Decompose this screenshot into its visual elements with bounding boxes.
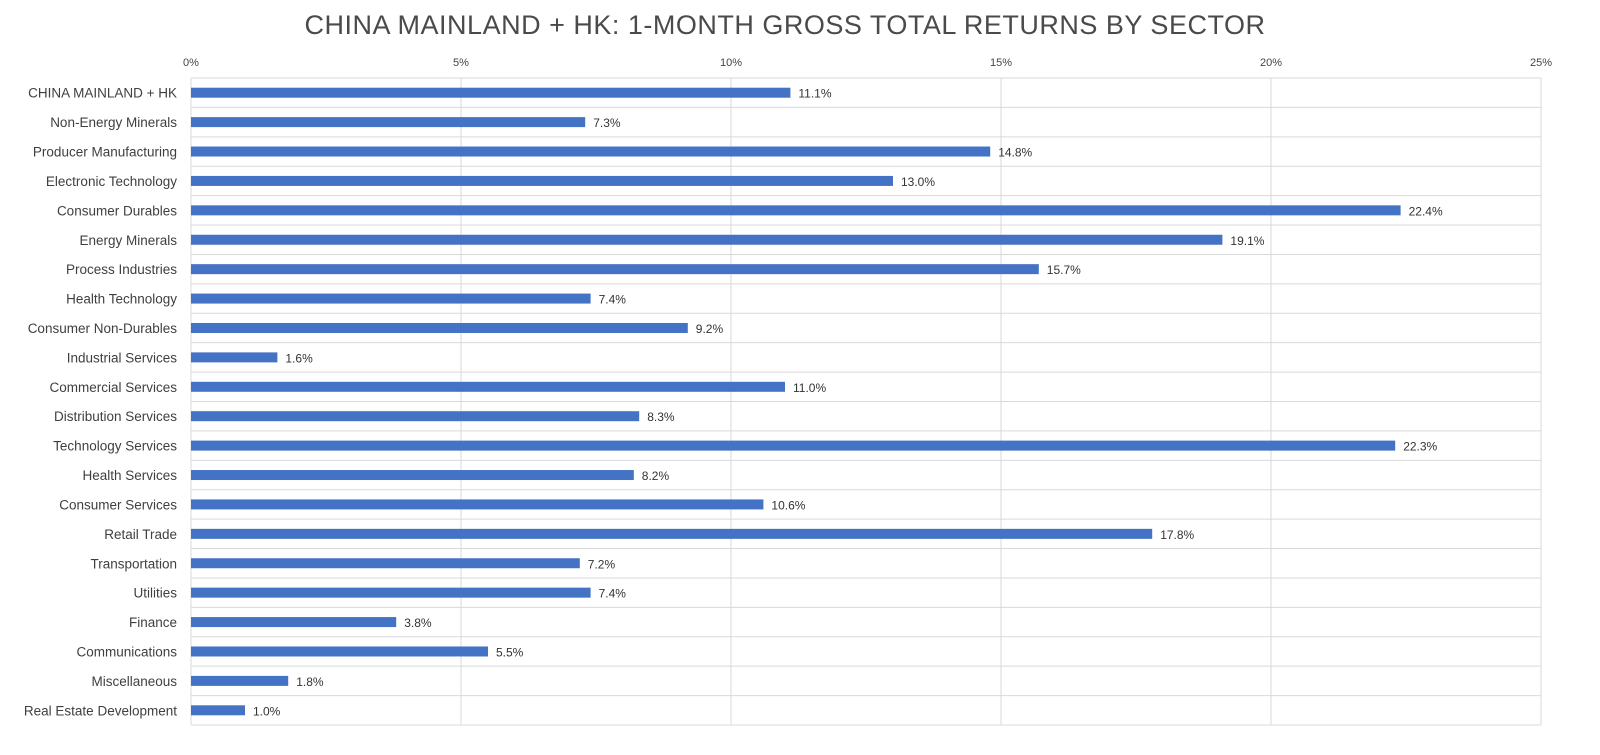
category-label: Consumer Non-Durables <box>28 321 178 336</box>
x-tick-label: 10% <box>720 57 742 69</box>
x-tick-label: 0% <box>183 57 199 69</box>
x-axis-ticks: 0% 5% 10% 15% 20% 25% <box>183 57 1552 69</box>
data-label: 11.1% <box>798 87 831 101</box>
category-label: Commercial Services <box>49 380 177 395</box>
category-label: Health Services <box>82 468 177 483</box>
category-label: Real Estate Development <box>24 703 177 718</box>
data-label: 8.3% <box>647 410 675 424</box>
category-label: Process Industries <box>66 262 177 277</box>
bar <box>191 646 488 657</box>
data-label: 7.3% <box>593 116 621 130</box>
bar <box>191 117 586 128</box>
data-label: 17.8% <box>1160 528 1194 542</box>
x-tick-label: 5% <box>453 57 469 69</box>
bar <box>191 558 580 569</box>
data-label: 13.0% <box>901 175 935 189</box>
category-axis-labels: CHINA MAINLAND + HK Non-Energy Minerals Pr… <box>24 86 177 719</box>
category-label: Producer Manufacturing <box>33 145 177 160</box>
bar <box>191 352 278 363</box>
data-label: 14.8% <box>998 146 1032 160</box>
bar <box>191 617 397 628</box>
bar <box>191 705 245 716</box>
data-label: 19.1% <box>1230 234 1264 248</box>
bar <box>191 499 764 510</box>
bar <box>191 205 1401 216</box>
data-label: 7.2% <box>588 557 616 571</box>
data-labels: 11.1% 7.3% 14.8% 13.0% 22.4% 19.1% 15.7% 7.4% 9.… <box>253 87 1443 719</box>
bar <box>191 234 1223 245</box>
data-label: 7.4% <box>599 293 627 307</box>
category-label: Technology Services <box>53 439 177 454</box>
x-tick-label: 20% <box>1260 57 1282 69</box>
data-label: 15.7% <box>1047 263 1081 277</box>
category-label: Transportation <box>90 556 177 571</box>
bar <box>191 675 289 686</box>
bar <box>191 175 893 186</box>
data-label: 7.4% <box>599 587 627 601</box>
category-label: Energy Minerals <box>79 233 177 248</box>
category-label: CHINA MAINLAND + HK <box>28 86 177 101</box>
chart-title: CHINA MAINLAND + HK: 1-MONTH GROSS TOTAL… <box>304 10 1266 40</box>
category-label: Finance <box>129 615 177 630</box>
bar <box>191 440 1396 451</box>
data-label: 1.6% <box>285 351 313 365</box>
bar <box>191 146 991 157</box>
category-label: Retail Trade <box>104 527 177 542</box>
bar <box>191 322 688 333</box>
bar <box>191 87 791 98</box>
x-tick-label: 15% <box>990 57 1012 69</box>
category-label: Communications <box>76 644 177 659</box>
category-label: Consumer Services <box>59 497 177 512</box>
bar <box>191 470 634 481</box>
bar <box>191 381 785 392</box>
grid-layer <box>190 77 1542 726</box>
data-label: 22.3% <box>1403 440 1437 454</box>
data-label: 1.0% <box>253 704 281 718</box>
bar <box>191 528 1153 539</box>
data-label: 11.0% <box>793 381 826 395</box>
category-label: Health Technology <box>66 292 177 307</box>
data-label: 5.5% <box>496 645 524 659</box>
category-label: Distribution Services <box>54 409 177 424</box>
x-tick-label: 25% <box>1530 57 1552 69</box>
category-label: Miscellaneous <box>91 674 177 689</box>
data-label: 3.8% <box>404 616 432 630</box>
category-label: Industrial Services <box>67 350 178 365</box>
bar <box>191 264 1039 275</box>
bars <box>191 87 1401 716</box>
data-label: 9.2% <box>696 322 724 336</box>
category-label: Electronic Technology <box>46 174 177 189</box>
bar <box>191 293 591 304</box>
bar <box>191 411 640 422</box>
category-label: Utilities <box>133 586 177 601</box>
data-label: 22.4% <box>1409 204 1443 218</box>
bar <box>191 587 591 598</box>
data-label: 8.2% <box>642 469 670 483</box>
data-label: 1.8% <box>296 675 324 689</box>
category-label: Consumer Durables <box>57 203 177 218</box>
data-label: 10.6% <box>771 498 805 512</box>
category-label: Non-Energy Minerals <box>50 115 177 130</box>
